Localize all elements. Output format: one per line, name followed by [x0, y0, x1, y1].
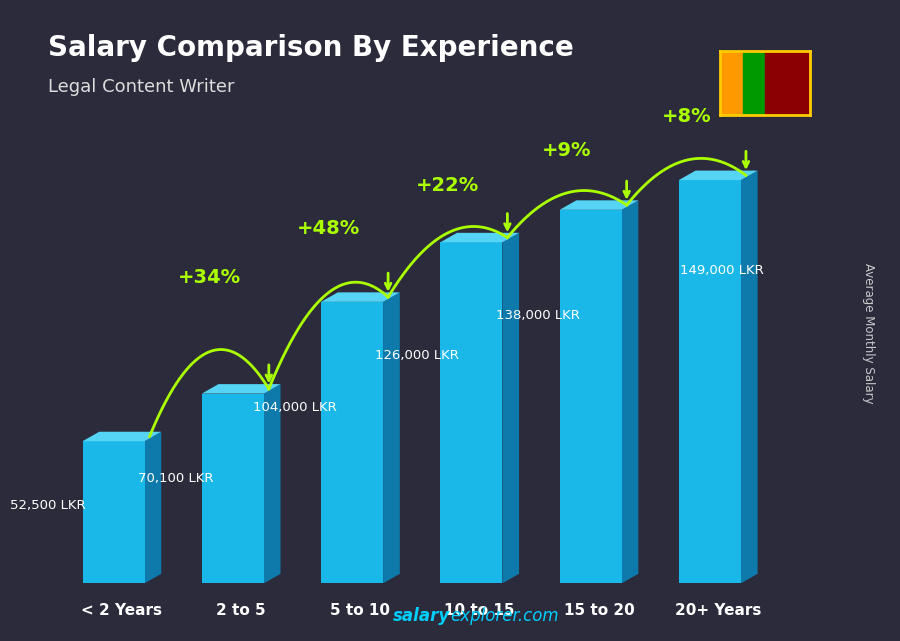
Text: +8%: +8% — [662, 107, 711, 126]
Bar — [742, 51, 765, 115]
Bar — [202, 394, 264, 583]
Bar — [679, 180, 741, 583]
Text: 52,500 LKR: 52,500 LKR — [10, 499, 86, 512]
Text: +22%: +22% — [416, 176, 480, 195]
Text: Average Monthly Salary: Average Monthly Salary — [862, 263, 875, 404]
Bar — [321, 302, 383, 583]
Text: 104,000 LKR: 104,000 LKR — [253, 401, 337, 415]
Text: +48%: +48% — [297, 219, 360, 238]
Text: 20+ Years: 20+ Years — [675, 603, 761, 618]
Text: Legal Content Writer: Legal Content Writer — [48, 78, 234, 96]
Bar — [83, 441, 145, 583]
Text: 15 to 20: 15 to 20 — [563, 603, 634, 618]
Bar — [440, 242, 502, 583]
Text: 126,000 LKR: 126,000 LKR — [374, 349, 458, 362]
Text: 5 to 10: 5 to 10 — [330, 603, 391, 618]
Polygon shape — [383, 292, 400, 583]
Bar — [560, 210, 622, 583]
Polygon shape — [145, 432, 161, 583]
Polygon shape — [622, 201, 638, 583]
Polygon shape — [264, 384, 281, 583]
Polygon shape — [321, 292, 400, 302]
Polygon shape — [502, 233, 519, 583]
Polygon shape — [679, 171, 758, 180]
Polygon shape — [741, 171, 758, 583]
Text: explorer.com: explorer.com — [450, 607, 559, 625]
Text: 138,000 LKR: 138,000 LKR — [496, 309, 580, 322]
Text: +34%: +34% — [177, 268, 241, 287]
Text: Salary Comparison By Experience: Salary Comparison By Experience — [48, 34, 573, 62]
Text: +9%: +9% — [543, 142, 592, 160]
Bar — [765, 51, 810, 115]
Polygon shape — [83, 432, 161, 441]
Polygon shape — [560, 201, 638, 210]
Polygon shape — [440, 233, 519, 242]
Bar — [720, 51, 742, 115]
Text: 10 to 15: 10 to 15 — [445, 603, 515, 618]
Text: salary: salary — [392, 607, 450, 625]
Text: 70,100 LKR: 70,100 LKR — [138, 472, 213, 485]
Text: < 2 Years: < 2 Years — [81, 603, 162, 618]
Text: 2 to 5: 2 to 5 — [216, 603, 266, 618]
Polygon shape — [202, 384, 281, 394]
Text: 149,000 LKR: 149,000 LKR — [680, 264, 764, 277]
